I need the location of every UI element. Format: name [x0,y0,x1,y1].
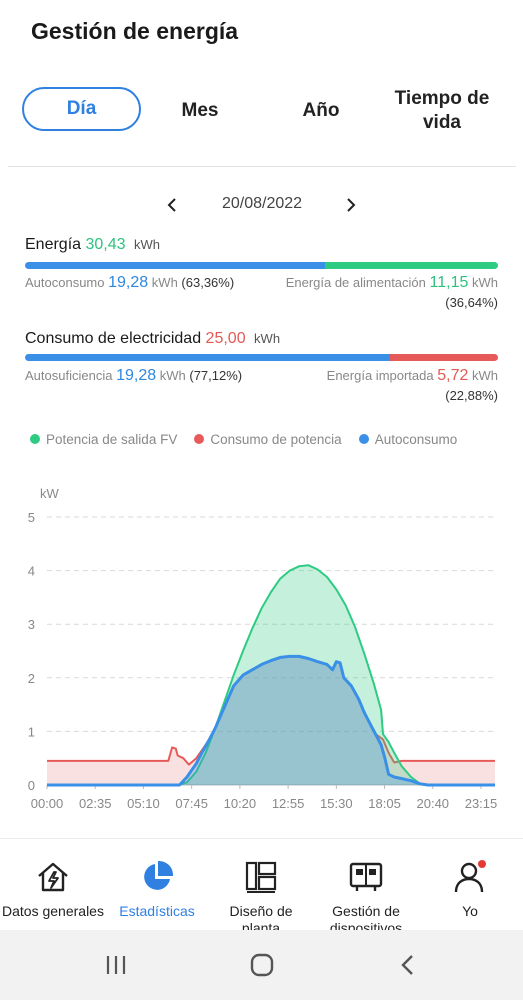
autoconsumo-segment [25,262,325,269]
next-date-button[interactable] [336,190,366,220]
x-tick-label: 05:10 [127,796,160,811]
chart-legend: Potencia de salida FV Consumo de potenci… [30,430,474,448]
previous-date-button[interactable] [157,190,187,220]
home-button[interactable] [242,948,282,982]
nav-label-datos: Datos generales [2,903,104,919]
autosuficiencia-pct: (77,12%) [189,368,243,383]
tab-tiempo-de-vida[interactable]: Tiempo de vida [394,88,490,133]
alimentacion-label: Energía de alimentación [285,275,426,290]
pie-chart-icon [137,857,177,897]
autosuficiencia-value: 19,28 [116,367,157,384]
chevron-right-icon [347,198,356,212]
consumption-split-bar [25,354,498,361]
legend-label-consumo: Consumo de potencia [210,431,342,447]
y-tick-label: 4 [28,564,35,579]
legend-dot-autoconsumo [358,434,369,444]
x-tick-label: 15:30 [320,796,353,811]
bottom-navigation: Datos generales Estadísticas Diseño de p… [0,838,523,936]
importada-segment [389,354,498,361]
series-area-potencia-de-salida-fv [47,565,495,785]
consumption-summary: Consumo de electricidad 25,00 kWh [25,330,280,348]
legend-dot-consumo [194,434,205,444]
x-tick-label: 07:45 [175,796,208,811]
autoconsumo-pct: (63,36%) [181,275,235,290]
y-tick-label: 3 [28,617,35,632]
energy-summary: Energía 30,43 kWh [25,236,160,254]
energy-split-bar [25,262,498,269]
recents-icon [106,956,126,974]
nav-datos-generales[interactable]: Datos generales [0,857,106,920]
importada-unit: kWh [472,368,498,383]
x-tick-label: 12:55 [272,796,305,811]
y-axis-unit: kW [40,486,60,501]
consumption-value: 25,00 [205,330,246,347]
x-tick-label: 18:05 [368,796,401,811]
date-value[interactable]: 20/08/2022 [221,195,303,212]
tab-mes[interactable]: Mes [181,100,219,121]
alimentacion-pct: (36,64%) [445,295,498,310]
nav-estadisticas[interactable]: Estadísticas [108,857,206,920]
alimentacion-detail: Energía de alimentación 11,15 kWh [286,274,498,292]
alimentacion-value: 11,15 [429,274,469,291]
series-line-autoconsumo [47,654,495,787]
importada-label: Energía importada [326,368,434,383]
tab-ano[interactable]: Año [302,100,340,121]
x-tick-label: 00:00 [31,796,64,811]
autoconsumo-unit: kWh [151,275,178,290]
autoconsumo-value: 19,28 [108,274,149,291]
energy-unit: kWh [134,237,160,252]
consumption-unit: kWh [254,331,281,346]
y-tick-label: 5 [28,510,35,525]
x-tick-label: 20:40 [417,796,450,811]
legend-item-fv[interactable]: Potencia de salida FV [30,432,177,447]
date-selector: 20/08/2022 [0,190,523,220]
legend-dot-fv [30,434,40,444]
consumption-label: Consumo de electricidad [25,330,202,347]
legend-item-autoconsumo[interactable]: Autoconsumo [358,431,458,447]
legend-item-consumo[interactable]: Consumo de potencia [194,431,342,447]
y-tick-label: 2 [28,671,35,686]
energy-value: 30,43 [85,236,126,253]
home-bolt-icon [33,857,73,897]
importada-value: 5,72 [437,367,469,384]
nav-diseno-planta[interactable]: Diseño de planta [214,857,308,937]
x-tick-label: 10:20 [224,796,257,811]
x-tick-label: 02:35 [79,796,112,811]
page-title: Gestión de energía [31,18,239,44]
energy-label: Energía [25,236,82,253]
legend-label-fv: Potencia de salida FV [46,431,178,447]
power-chart[interactable]: kW 0 1 2 3 4 5 00:00 02:35 05:10 07:45 10:20 12:55 15… [0,480,523,820]
autosuficiencia-unit: kWh [159,368,186,383]
autoconsumo-detail: Autoconsumo 19,28 kWh (63,36%) [25,274,234,292]
back-icon [401,955,413,975]
header-divider [8,166,516,167]
nav-gestion-dispositivos[interactable]: Gestión de dispositivos [314,857,418,937]
nav-label-estadisticas: Estadísticas [119,903,195,919]
autosuficiencia-label: Autosuficiencia [25,368,113,383]
autoconsumo-label: Autoconsumo [25,275,105,290]
alimentacion-unit: kWh [472,275,498,290]
system-navigation-bar [0,930,523,1000]
autosuficiencia-segment [25,354,390,361]
alimentacion-segment [324,262,498,269]
back-button[interactable] [388,948,428,982]
home-circle-icon [250,953,274,977]
layout-icon [241,857,281,897]
user-icon [450,857,490,897]
nav-label-yo: Yo [462,903,478,919]
autosuficiencia-detail: Autosuficiencia 19,28 kWh (77,12%) [25,367,242,385]
importada-detail: Energía importada 5,72 kWh [327,367,498,385]
nav-yo[interactable]: Yo [430,857,510,920]
x-tick-label: 23:15 [465,796,498,811]
tab-dia[interactable]: Día [22,87,141,131]
legend-label-autoconsumo: Autoconsumo [374,431,458,447]
period-tabs: Día Mes Año Tiempo de vida [0,82,523,140]
y-tick-label: 1 [28,724,35,739]
device-icon [346,857,386,897]
recents-button[interactable] [96,948,136,982]
y-tick-label: 0 [28,778,35,793]
chevron-left-icon [167,198,176,212]
importada-pct: (22,88%) [445,388,498,403]
